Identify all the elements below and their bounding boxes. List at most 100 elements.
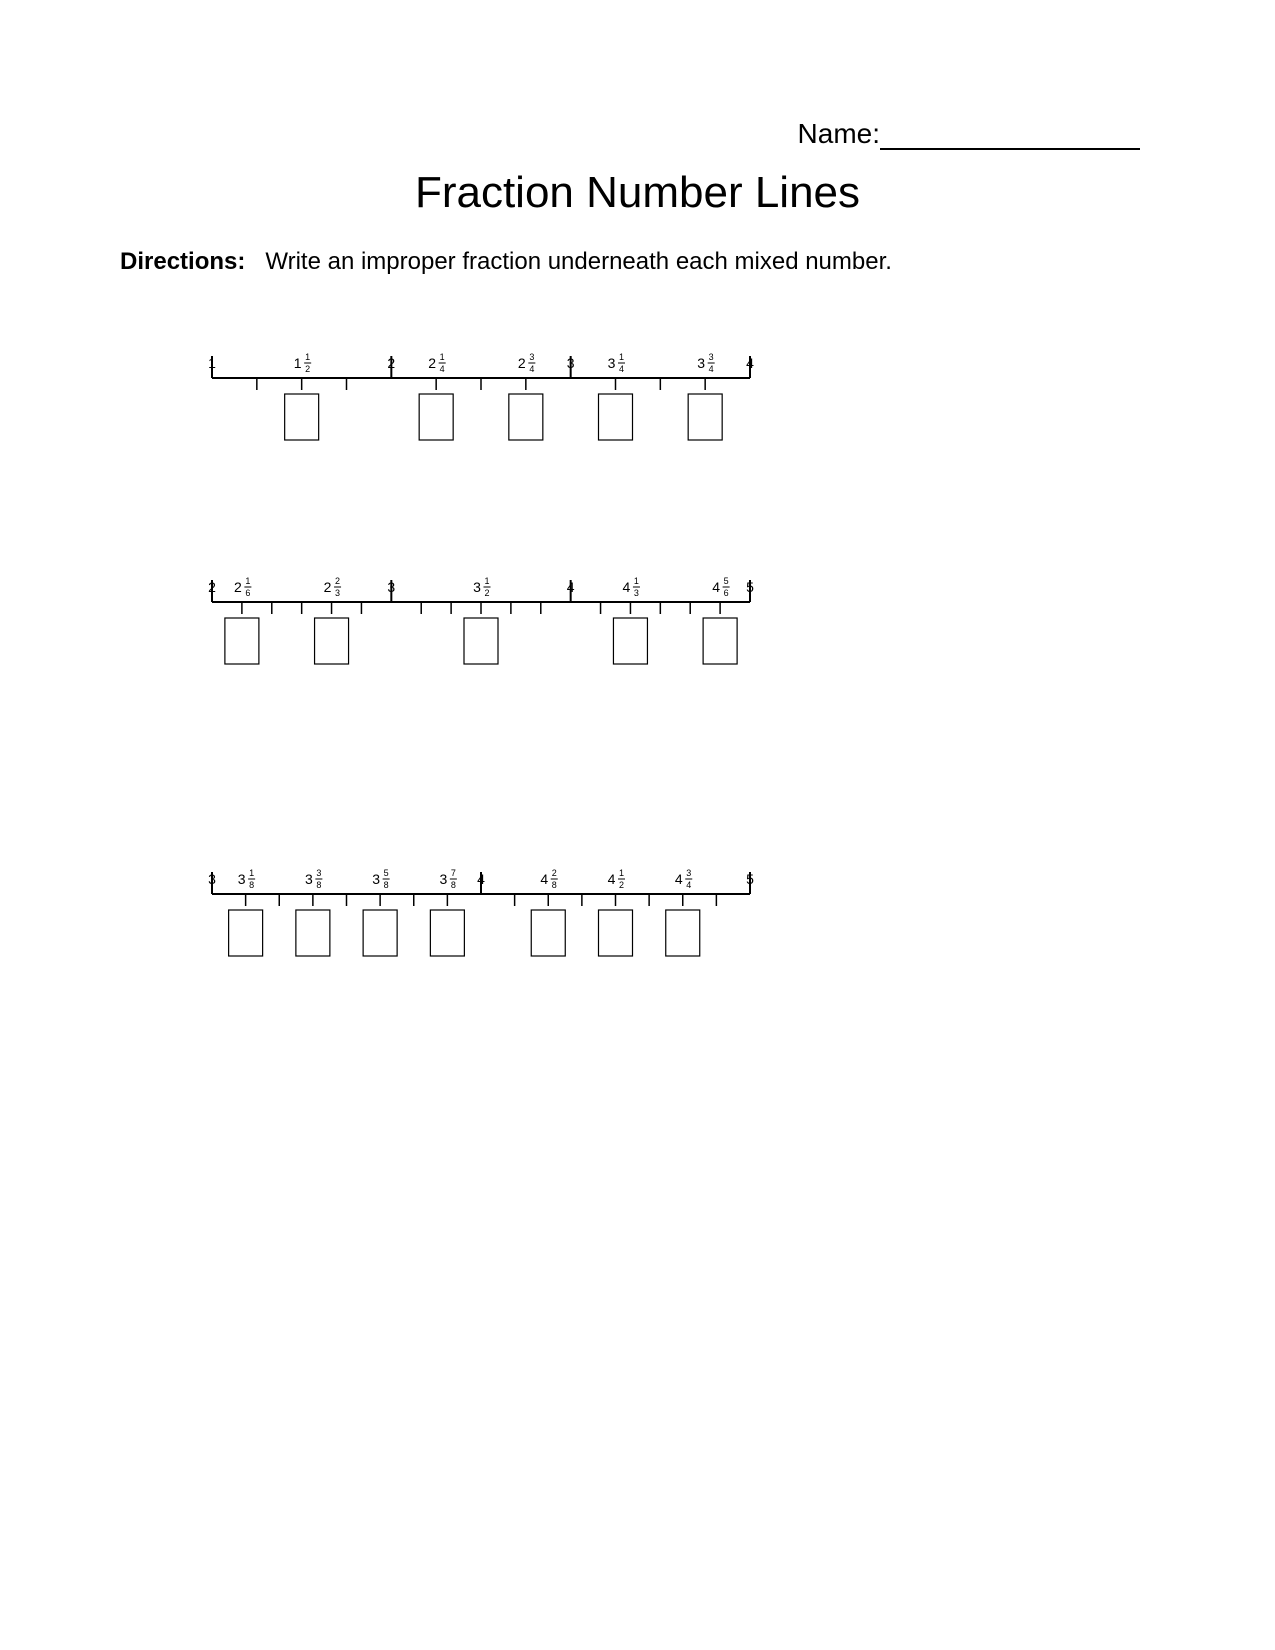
answer-box[interactable] — [688, 394, 722, 440]
tick-label-mixed: 41 2 — [608, 868, 625, 890]
svg-text:3: 3 — [238, 871, 246, 887]
svg-text:3: 3 — [372, 871, 380, 887]
tick-label-mixed: 428 — [540, 868, 557, 890]
svg-text:1: 1 — [249, 868, 254, 878]
svg-text:1: 1 — [619, 352, 624, 362]
tick-label-whole: 1 — [208, 355, 216, 371]
worksheet-page: Name: Fraction Number Lines Directions: … — [0, 0, 1275, 1650]
svg-text:3: 3 — [335, 588, 340, 598]
answer-box[interactable] — [315, 618, 349, 664]
answer-box[interactable] — [599, 910, 633, 956]
svg-text:2: 2 — [484, 588, 489, 598]
tick-label-whole: 3 — [208, 871, 216, 887]
directions-label: Directions: — [120, 248, 245, 275]
tick-label-whole: 2 — [387, 355, 395, 371]
tick-label-mixed: 21 6 — [234, 576, 251, 598]
answer-box[interactable] — [363, 910, 397, 956]
svg-text:2: 2 — [324, 579, 332, 595]
svg-text:4: 4 — [540, 871, 548, 887]
answer-box[interactable] — [296, 910, 330, 956]
svg-text:3: 3 — [686, 868, 691, 878]
tick-label-mixed: 434 — [675, 868, 692, 890]
svg-text:5: 5 — [384, 868, 389, 878]
svg-text:4: 4 — [619, 364, 624, 374]
answer-box[interactable] — [430, 910, 464, 956]
svg-text:3: 3 — [608, 355, 616, 371]
name-blank[interactable] — [880, 123, 1140, 150]
svg-text:2: 2 — [428, 355, 436, 371]
svg-text:1: 1 — [245, 576, 250, 586]
svg-text:4: 4 — [686, 880, 691, 890]
tick-label-whole: 4 — [477, 871, 485, 887]
answer-box[interactable] — [229, 910, 263, 956]
svg-text:2: 2 — [234, 579, 242, 595]
svg-text:4: 4 — [608, 871, 616, 887]
answer-box[interactable] — [509, 394, 543, 440]
page-title: Fraction Number Lines — [0, 168, 1275, 218]
tick-label-mixed: 378 — [439, 868, 456, 890]
svg-text:4: 4 — [440, 364, 445, 374]
svg-text:2: 2 — [335, 576, 340, 586]
name-field: Name: — [798, 118, 1140, 150]
tick-label-mixed: 112 — [294, 352, 311, 374]
tick-label-whole: 2 — [208, 579, 216, 595]
tick-label-mixed: 21 4 — [428, 352, 445, 374]
svg-text:3: 3 — [697, 355, 705, 371]
svg-text:3: 3 — [634, 588, 639, 598]
tick-label-mixed: 338 — [305, 868, 322, 890]
svg-text:1: 1 — [484, 576, 489, 586]
svg-text:4: 4 — [529, 364, 534, 374]
tick-label-mixed: 31 4 — [608, 352, 625, 374]
tick-label-whole: 3 — [387, 579, 395, 595]
answer-box[interactable] — [419, 394, 453, 440]
svg-text:3: 3 — [473, 579, 481, 595]
tick-label-whole: 5 — [746, 579, 754, 595]
svg-text:8: 8 — [249, 880, 254, 890]
svg-text:8: 8 — [384, 880, 389, 890]
svg-text:1: 1 — [294, 355, 302, 371]
svg-text:4: 4 — [623, 579, 631, 595]
tick-label-whole: 4 — [746, 355, 754, 371]
answer-box[interactable] — [613, 618, 647, 664]
tick-label-whole: 3 — [567, 355, 575, 371]
svg-text:3: 3 — [709, 352, 714, 362]
svg-text:4: 4 — [709, 364, 714, 374]
numberline-2: 2216223331244134565 — [212, 572, 750, 707]
answer-box[interactable] — [464, 618, 498, 664]
svg-text:3: 3 — [305, 871, 313, 887]
svg-text:8: 8 — [316, 880, 321, 890]
svg-text:1: 1 — [440, 352, 445, 362]
tick-label-mixed: 35 8 — [372, 868, 389, 890]
tick-label-mixed: 41 3 — [623, 576, 640, 598]
answer-box[interactable] — [703, 618, 737, 664]
answer-box[interactable] — [225, 618, 259, 664]
svg-text:2: 2 — [619, 880, 624, 890]
svg-text:8: 8 — [451, 880, 456, 890]
svg-text:1: 1 — [619, 868, 624, 878]
svg-text:2: 2 — [305, 364, 310, 374]
directions: Directions: Write an improper fraction u… — [120, 248, 892, 276]
svg-text:2: 2 — [552, 868, 557, 878]
tick-label-mixed: 334 — [697, 352, 714, 374]
answer-box[interactable] — [666, 910, 700, 956]
directions-text: Write an improper fraction underneath ea… — [265, 248, 892, 275]
answer-box[interactable] — [285, 394, 319, 440]
svg-text:6: 6 — [724, 588, 729, 598]
tick-label-mixed: 223 — [324, 576, 341, 598]
tick-label-whole: 5 — [746, 871, 754, 887]
tick-label-mixed: 45 6 — [712, 576, 729, 598]
svg-text:3: 3 — [316, 868, 321, 878]
tick-label-mixed: 23 4 — [518, 352, 535, 374]
svg-text:3: 3 — [529, 352, 534, 362]
svg-text:2: 2 — [518, 355, 526, 371]
svg-text:1: 1 — [634, 576, 639, 586]
answer-box[interactable] — [599, 394, 633, 440]
tick-label-mixed: 31 8 — [238, 868, 255, 890]
svg-text:4: 4 — [712, 579, 720, 595]
svg-text:7: 7 — [451, 868, 456, 878]
answer-box[interactable] — [531, 910, 565, 956]
svg-text:1: 1 — [305, 352, 310, 362]
svg-text:6: 6 — [245, 588, 250, 598]
name-label: Name: — [798, 118, 880, 149]
svg-text:5: 5 — [724, 576, 729, 586]
